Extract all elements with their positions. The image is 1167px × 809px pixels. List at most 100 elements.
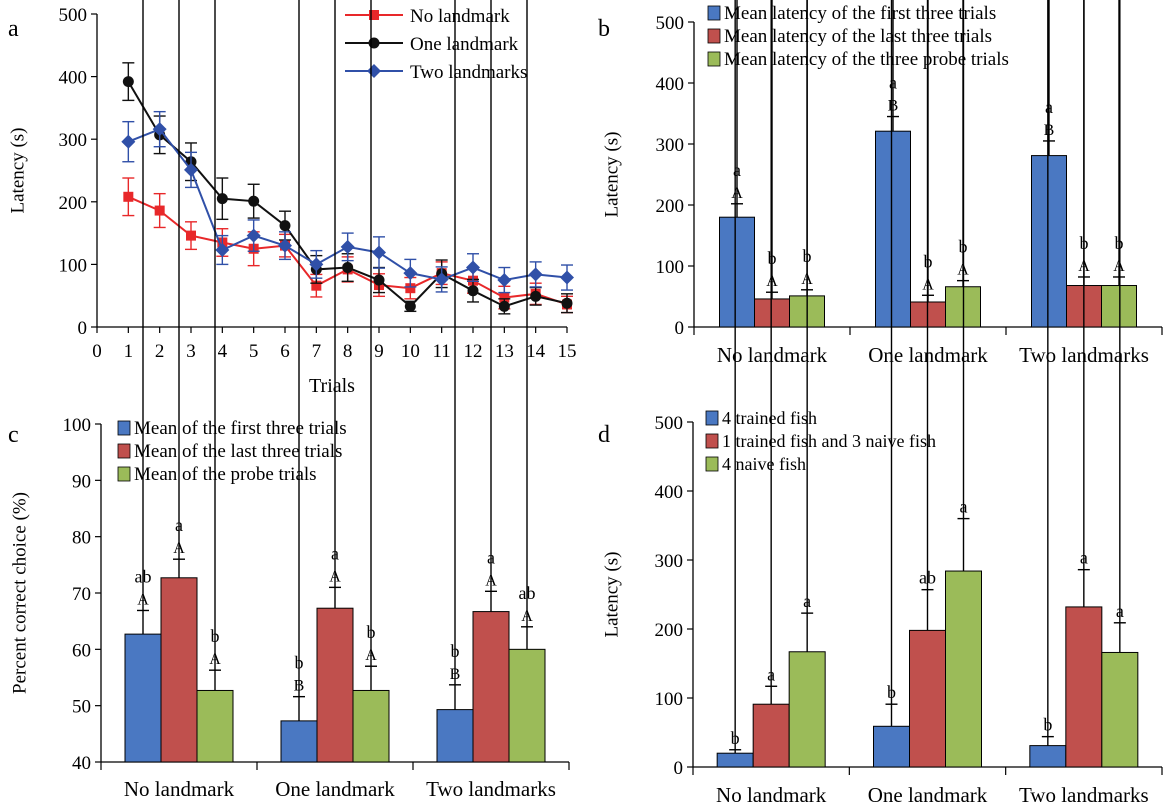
bar [196,689,234,763]
x-tick-label: Two landmarks [426,777,556,801]
significance-letter-lower: a [733,160,741,180]
x-tick-label: 7 [312,341,322,362]
panel-label: b [598,16,610,42]
data-point [154,205,165,216]
legend-swatch [707,51,721,67]
bar [124,633,162,763]
bar [875,130,911,328]
significance-letter-lower: ab [919,568,936,588]
x-tick-label: One landmark [868,343,988,367]
data-point [404,300,416,312]
data-point [278,238,292,253]
legend-label: Mean of the first three trials [134,418,347,439]
significance-letter-upper: A [521,608,533,625]
significance-letter-lower: a [1080,548,1088,568]
bar [752,703,790,768]
data-point [466,260,480,275]
significance-letter-upper: A [922,276,934,293]
y-tick-label: 200 [656,196,685,217]
data-point [152,122,167,137]
panel-d-bar-chart: 0 100 200 300 400 500 Latency (s) d No landmark O… [598,0,1163,807]
legend-label: 4 trained fish [722,408,817,428]
data-point [279,220,291,232]
x-tick-label: 4 [218,341,228,362]
x-tick-label: 3 [186,341,196,362]
data-point [123,191,134,202]
significance-letter-lower: b [768,248,777,268]
y-tick-label: 100 [655,689,684,710]
y-tick-label: 40 [72,753,91,774]
series-two-landmarks [121,110,574,294]
significance-letter-lower: a [175,515,183,535]
x-tick-label: 9 [374,341,384,362]
data-point [434,272,449,287]
series-1: b b b [716,0,1067,768]
significance-letter-lower: a [331,543,339,563]
y-tick-label: 300 [59,130,88,151]
significance-letter-lower: a [960,497,968,517]
x-tick-label: 8 [343,341,353,362]
legend-label: One landmark [410,34,519,55]
x-tick-label: 1 [124,341,134,362]
y-tick-label: 300 [656,135,685,156]
bar [1065,606,1103,768]
bar [788,651,826,768]
x-tick-label: No landmark [717,343,828,367]
y-tick-label: 500 [656,13,685,34]
legend-label: 1 trained fish and 3 naive fish [722,431,936,451]
significance-letter-lower: b [295,653,304,673]
panel-label: d [598,422,610,448]
series-3: a a a [788,0,1139,768]
legend-label: Mean latency of the last three trials [724,26,992,47]
significance-letter-lower: a [487,547,495,567]
data-point [122,76,134,88]
bar [945,570,982,768]
x-tick-label: 11 [433,341,451,362]
bar [472,611,510,763]
legend-swatch [117,466,131,482]
y-axis-label: Percent correct choice (%) [10,492,31,694]
bar [1101,651,1139,768]
bar [909,629,946,768]
data-point [340,239,355,254]
legend-swatch [117,443,131,459]
significance-letter-lower: b [887,682,896,702]
data-point [309,257,324,272]
data-point [405,283,416,294]
bar [1031,155,1067,328]
bar [280,720,318,763]
data-point [497,273,512,288]
legend-swatch [705,456,719,472]
data-point [373,274,385,286]
y-tick-label: 100 [63,415,92,436]
bar [436,709,474,763]
x-tick-label: 12 [464,341,483,362]
legend-marker [368,37,380,49]
bar [508,648,546,763]
significance-letter-upper: B [888,98,899,115]
significance-letter-lower: a [1045,97,1053,117]
data-point [248,195,260,207]
data-point [311,280,322,291]
bar [160,577,198,763]
x-axis-label: Trials [309,375,355,397]
x-tick-label: No landmark [716,783,827,807]
data-point [246,228,261,243]
panel-b-bar-chart: 0 100 200 300 400 500 Latency (s) b No landmark O… [598,0,1163,367]
significance-letter-upper: A [485,572,497,589]
y-tick-label: 0 [675,318,685,339]
y-tick-label: 500 [655,413,684,434]
data-point [403,266,418,281]
significance-letter-lower: b [367,622,376,642]
x-tick-label: 6 [280,341,290,362]
legend-swatch [707,5,721,21]
panel-label: a [8,16,19,42]
y-tick-label: 70 [72,584,91,605]
legend-label: Two landmarks [410,62,527,83]
y-tick-label: 400 [656,74,685,95]
y-tick-label: 100 [59,255,88,276]
significance-letter-lower: a [889,73,897,93]
